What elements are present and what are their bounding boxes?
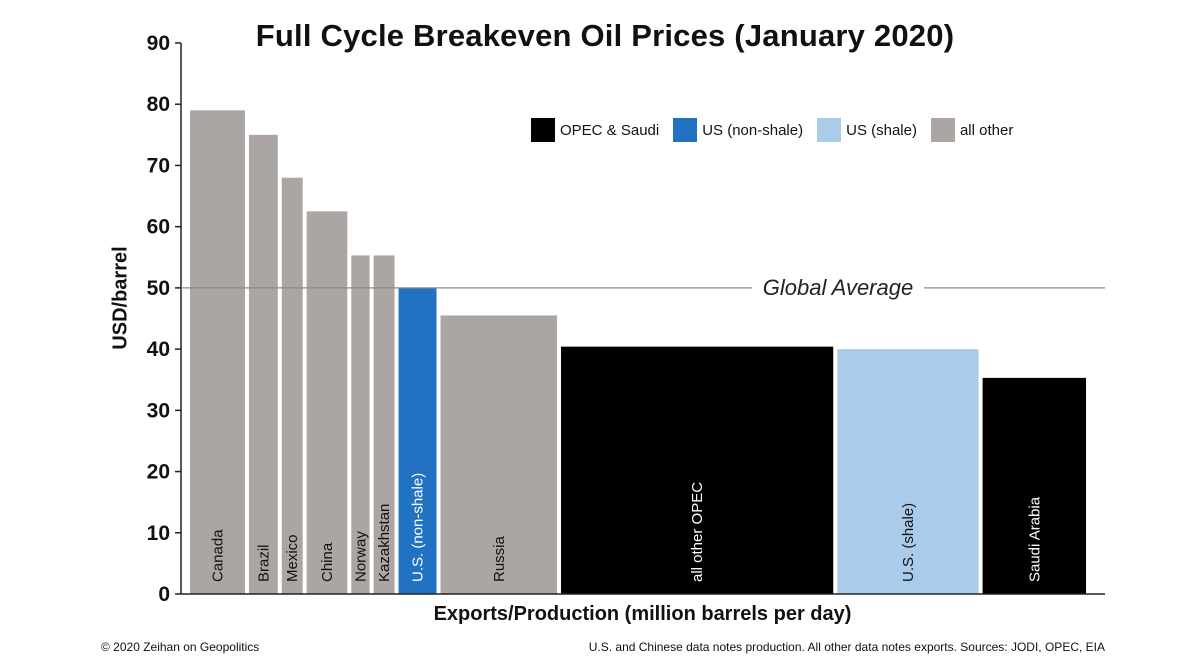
bar-label-9: U.S. (shale) [900,503,917,582]
bar-0 [190,110,245,594]
legend-label: US (shale) [846,121,917,139]
bar-label-8: all other OPEC [689,482,706,582]
legend-label: all other [959,121,1014,139]
y-tick-label-4: 40 [147,338,170,361]
legend-swatch-us-shale [817,118,842,142]
bar-4 [351,255,370,595]
y-tick-label-9: 90 [147,32,170,55]
legend: OPEC & Saudi US (non-shale) US (shale) a… [531,118,1027,142]
bar-3 [306,211,348,594]
legend-item-us-shale: US (shale) [817,118,917,142]
bar-label-2: Mexico [284,534,301,582]
bar-label-10: Saudi Arabia [1026,496,1043,582]
legend-label: OPEC & Saudi [560,121,660,139]
footer-copyright: © 2020 Zeihan on Geopolitics [101,640,260,654]
legend-swatch-other [930,118,955,142]
bar-label-1: Brazil [255,544,272,582]
bar-5 [373,255,395,595]
legend-swatch-us-nonshale [673,118,698,142]
y-tick-label-6: 60 [147,216,170,239]
bar-1 [248,134,278,595]
reference-line-label: Global Average [763,275,913,300]
bar-label-4: Norway [352,531,369,582]
legend-item-other: all other [930,118,1014,142]
y-tick-label-3: 30 [147,399,170,422]
y-tick-label-1: 10 [147,522,170,545]
legend-label: US (non-shale) [702,121,804,139]
bar-label-6: U.S. (non-shale) [410,473,427,582]
bar-6 [398,287,437,594]
x-axis-label: Exports/Production (million barrels per … [433,603,852,625]
bar-label-0: Canada [209,529,226,582]
y-tick-label-2: 20 [147,461,170,484]
y-tick-label-0: 0 [158,583,170,606]
bar-8 [560,346,834,594]
footer-note: U.S. and Chinese data notes production. … [588,640,1105,654]
bar-7 [440,315,557,594]
chart-title: Full Cycle Breakeven Oil Prices (January… [255,18,955,53]
bar-10 [982,377,1086,594]
y-tick-label-8: 80 [147,93,170,116]
bar-9 [837,349,979,594]
bar-2 [281,177,303,594]
bar-label-7: Russia [491,535,508,582]
y-tick-label-5: 50 [147,277,170,300]
bar-label-3: China [319,542,336,582]
legend-swatch-opec [531,118,555,142]
legend-item-opec: OPEC & Saudi [531,118,659,142]
legend-item-us-nonshale: US (non-shale) [673,118,803,142]
bar-label-5: Kazakhstan [376,504,393,582]
y-tick-label-7: 70 [147,154,170,177]
